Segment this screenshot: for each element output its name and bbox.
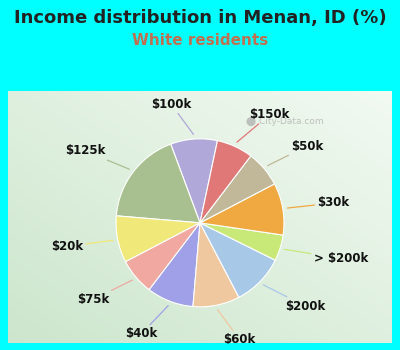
Text: $50k: $50k (268, 140, 323, 166)
Text: ⬤ City-Data.com: ⬤ City-Data.com (246, 117, 323, 126)
Text: $100k: $100k (151, 98, 194, 134)
Text: $20k: $20k (51, 240, 113, 253)
Wedge shape (171, 139, 218, 223)
Wedge shape (200, 156, 274, 223)
Wedge shape (116, 144, 200, 223)
Text: White residents: White residents (132, 33, 268, 48)
Wedge shape (200, 223, 275, 297)
Text: > $200k: > $200k (285, 249, 368, 265)
Wedge shape (116, 216, 200, 262)
Text: $200k: $200k (263, 285, 325, 313)
Wedge shape (149, 223, 200, 307)
Wedge shape (193, 223, 239, 307)
Wedge shape (200, 223, 283, 260)
Wedge shape (200, 184, 284, 235)
Text: $30k: $30k (288, 196, 350, 210)
Text: $60k: $60k (218, 310, 256, 346)
Text: $75k: $75k (77, 280, 132, 306)
Text: $125k: $125k (65, 145, 129, 169)
Text: Income distribution in Menan, ID (%): Income distribution in Menan, ID (%) (14, 9, 386, 27)
Wedge shape (200, 141, 251, 223)
Text: $150k: $150k (237, 108, 290, 142)
Wedge shape (126, 223, 200, 290)
Text: $40k: $40k (125, 306, 168, 341)
